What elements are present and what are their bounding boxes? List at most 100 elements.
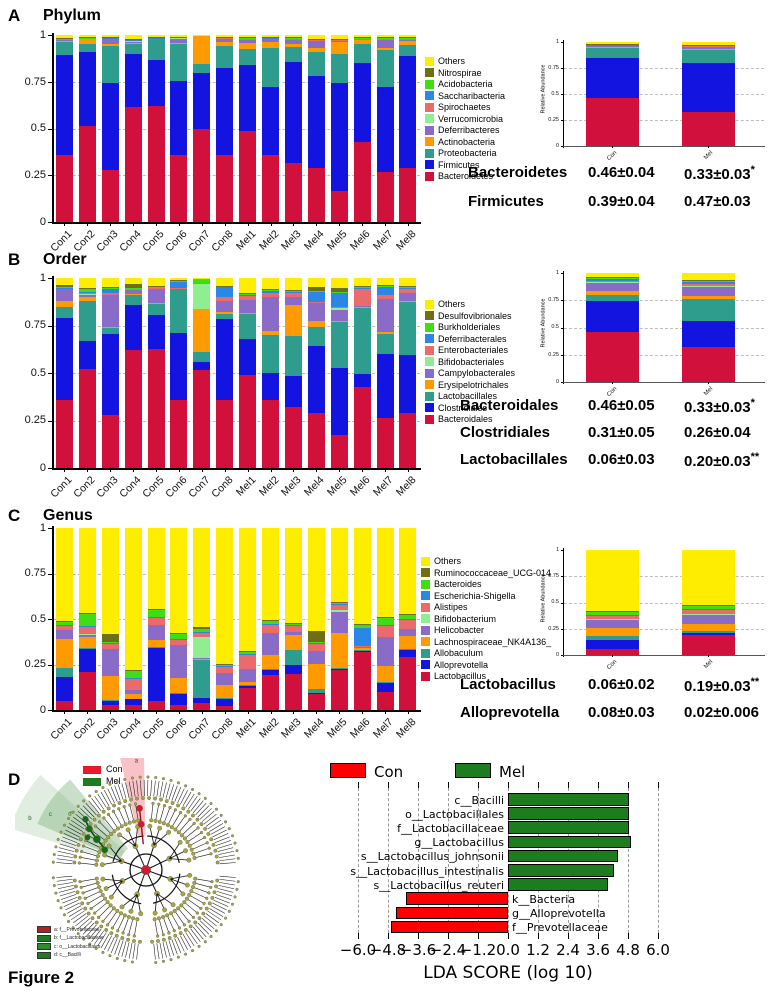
gridline [564, 300, 764, 302]
y-tick-label: 0.5 [551, 90, 559, 97]
lda-legend-label-Mel: Mel [499, 763, 526, 781]
segment-Campylobacterales [101, 295, 119, 328]
clade-node [152, 910, 158, 916]
y-tick-mark [48, 325, 52, 327]
segment-Deferribacterales [262, 291, 280, 294]
clade-branch [110, 786, 118, 802]
stats-mel-value: 0.02±0.006 [684, 704, 759, 721]
clade-branch [168, 810, 176, 824]
clade-node [165, 913, 170, 918]
segment-Burkholderiales [55, 286, 73, 288]
clade-branch [99, 906, 110, 917]
stacked-bar-Mel5 [330, 35, 348, 222]
clade-branch [188, 930, 198, 945]
clade-node [130, 776, 134, 780]
segment-Bacteroidales [78, 369, 96, 468]
clade-node [187, 919, 191, 923]
clade-branch [60, 840, 77, 846]
clade-center-node [141, 865, 151, 875]
lda-legend-label-Con: Con [374, 763, 404, 781]
highlight-node-mel [84, 834, 91, 841]
y-axis-line [52, 526, 54, 712]
x-tick-mark [339, 710, 341, 714]
legend-label: Others [438, 299, 466, 309]
segment-Bifidobacteriales [78, 294, 96, 296]
clade-branch [164, 808, 170, 822]
clade-branch [213, 833, 229, 841]
legend-item-Alistipes: Alistipes [421, 602, 555, 613]
segment-Bacteroidales [216, 400, 234, 468]
clade-node [120, 936, 125, 940]
segment-Escherichia-Shigella [307, 642, 325, 644]
lda-top-tick [538, 782, 539, 788]
segment-Campylobacterales [307, 302, 325, 322]
segment-Proteobacteria [353, 44, 371, 63]
clade-branch [73, 816, 87, 827]
segment-Ruminococcaceae_UCG-014 [216, 663, 234, 665]
legend-swatch [425, 391, 434, 401]
clade-node [123, 959, 127, 963]
clade-branch [163, 918, 169, 933]
clade-branch [65, 902, 80, 911]
clade-branch [159, 920, 164, 934]
legend-item-Lactobacillus: Lactobacillus [421, 671, 555, 682]
segment-Lactobacillales [170, 289, 188, 334]
x-tick-mark [110, 222, 112, 226]
segment-Lactobacillales [193, 352, 211, 363]
segment-Ruminococcaceae_UCG-014 [239, 650, 257, 652]
stacked-bar-Mel6 [353, 278, 371, 468]
clade-branch [153, 828, 160, 846]
segment-Allobaculum [216, 698, 234, 700]
clade-node [115, 956, 119, 960]
highlight-node-con [137, 820, 145, 828]
segment-Helicobacter [353, 647, 371, 648]
segment-Bacteroidales [681, 347, 735, 382]
clade-branch [108, 845, 122, 862]
clade-branch [191, 837, 204, 846]
stats-taxon-name: Bacteroidetes [468, 164, 568, 181]
y-tick-label: 1 [39, 521, 46, 534]
clade-node [108, 954, 112, 958]
segment-Ruminococcaceae_UCG-014 [284, 622, 302, 624]
clade-branch [136, 943, 139, 960]
lda-bottom-tick [478, 933, 479, 939]
segment-Desulfovibrionales [262, 289, 280, 291]
significance-star: ** [750, 451, 760, 463]
segment-Erysipelotrichales [78, 297, 96, 301]
lda-x-tick-label: −1.2 [459, 941, 497, 959]
segment-Enterobacteriales [681, 283, 735, 286]
legend-swatch [425, 56, 434, 66]
clade-node [135, 796, 139, 801]
segment-Bacteroides [330, 602, 348, 604]
phylum-legend: Others Nitrospirae Acidobacteria Sacchariba… [425, 56, 555, 183]
stacked-bar-Con2 [78, 278, 96, 468]
stats-taxon-name: Clostridiales [460, 424, 551, 441]
clade-node [135, 917, 140, 922]
segment-Bacteroidales [55, 399, 73, 468]
clade-branch [165, 783, 171, 799]
y-tick-label: 0.5 [30, 122, 46, 135]
lda-bar-g__Lactobacillus [508, 835, 631, 849]
segment-Alistipes [239, 654, 257, 670]
stacked-bar-Con [585, 42, 639, 146]
segment-Burkholderiales [681, 280, 735, 282]
clade-node [74, 884, 78, 889]
legend-label: Clostridiales [438, 402, 488, 413]
stacked-bar-Con8 [216, 528, 234, 710]
segment-Campylobacterales [124, 290, 142, 295]
clade-node [169, 778, 173, 782]
stacked-bar-Con2 [78, 528, 96, 710]
clade-branch [219, 862, 236, 865]
clade-branch [171, 914, 180, 928]
segment-Bifidobacterium [330, 609, 348, 612]
wedge-letter-b: b [28, 816, 32, 822]
segment-Bacteroidetes [262, 155, 280, 222]
segment-Verrucomicrobia [284, 39, 302, 41]
segment-Others [585, 550, 639, 612]
clade-legend-item: d: c__Bacilli [37, 951, 104, 959]
clade-legend-swatch [37, 943, 51, 950]
lda-gridline [628, 788, 629, 933]
segment-Allobaculum [353, 649, 371, 651]
stacked-bar-Mel8 [399, 528, 417, 710]
stats-mel-value: 0.26±0.04 [684, 424, 751, 441]
